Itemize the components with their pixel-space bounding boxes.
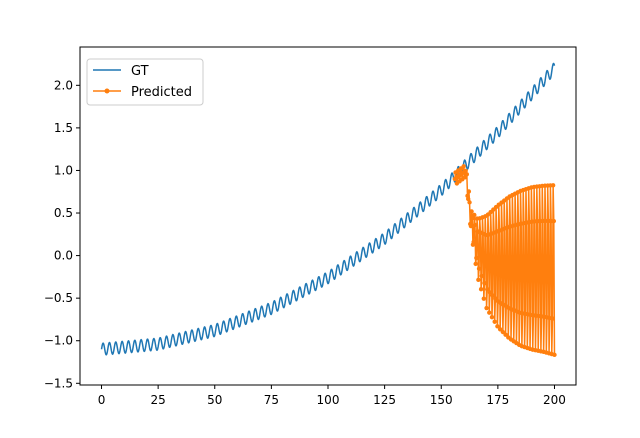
x-tick-label: 100 — [317, 393, 340, 407]
x-tick-label: 150 — [430, 393, 453, 407]
y-axis: −1.5 −1.0 −0.5 0.0 0.5 1.0 1.5 2.0 — [44, 78, 80, 390]
predicted-point — [472, 222, 478, 228]
predicted-point — [493, 296, 498, 301]
x-tick-label: 75 — [264, 393, 279, 407]
y-tick-label: 0.0 — [54, 249, 73, 263]
predicted-point — [465, 196, 471, 202]
legend-gt-label: GT — [131, 64, 149, 79]
legend-predicted-label: Predicted — [131, 85, 192, 100]
y-tick-label: 1.5 — [54, 121, 73, 135]
y-tick-label: −0.5 — [44, 291, 73, 305]
legend: GT Predicted — [86, 58, 204, 106]
x-tick-label: 0 — [98, 393, 106, 407]
x-tick-label: 50 — [207, 393, 222, 407]
predicted-point — [476, 266, 482, 271]
y-tick-label: −1.0 — [44, 334, 73, 348]
y-tick-label: 0.5 — [54, 206, 73, 220]
predicted-point — [487, 290, 493, 295]
gt-series-line — [100, 62, 556, 356]
predicted-point — [497, 327, 503, 332]
predicted-point — [481, 296, 487, 301]
predicted-point — [551, 218, 556, 224]
predicted-point — [485, 287, 490, 292]
x-tick-label: 200 — [543, 393, 566, 407]
legend-predicted-marker — [104, 88, 110, 94]
predicted-point — [473, 261, 478, 267]
predicted-point — [468, 223, 474, 229]
predicted-point — [492, 319, 497, 324]
x-axis: 0 25 50 75 100 125 150 175 200 — [98, 385, 566, 407]
predicted-point — [466, 189, 472, 194]
predicted-point — [478, 287, 484, 292]
x-tick-label: 175 — [486, 393, 509, 407]
predicted-point — [503, 332, 508, 337]
predicted-point — [552, 352, 557, 358]
predicted-point — [470, 215, 475, 221]
predicted-point — [550, 316, 555, 321]
predicted-point — [471, 239, 476, 245]
x-tick-label: 25 — [150, 393, 165, 407]
predicted-point — [476, 277, 481, 283]
predicted-point — [472, 212, 477, 218]
predicted-point — [550, 183, 556, 188]
predicted-point — [467, 200, 472, 205]
y-tick-label: −1.5 — [44, 376, 73, 390]
series-layer — [100, 62, 557, 358]
predicted-point — [463, 168, 468, 173]
x-tick-label: 125 — [373, 393, 396, 407]
predicted-point — [469, 209, 474, 214]
predicted-point — [489, 314, 495, 320]
predicted-point — [482, 280, 487, 286]
predicted-point — [461, 164, 466, 169]
predicted-point — [487, 310, 492, 315]
predicted-point — [464, 172, 470, 177]
y-tick-label: 1.0 — [54, 163, 73, 177]
predicted-point — [490, 293, 495, 298]
predicted-point — [500, 329, 506, 335]
predicted-point — [479, 273, 484, 279]
predicted-point — [474, 255, 479, 261]
predicted-point — [495, 324, 500, 329]
predicted-point — [484, 305, 489, 311]
y-tick-label: 2.0 — [54, 78, 73, 92]
